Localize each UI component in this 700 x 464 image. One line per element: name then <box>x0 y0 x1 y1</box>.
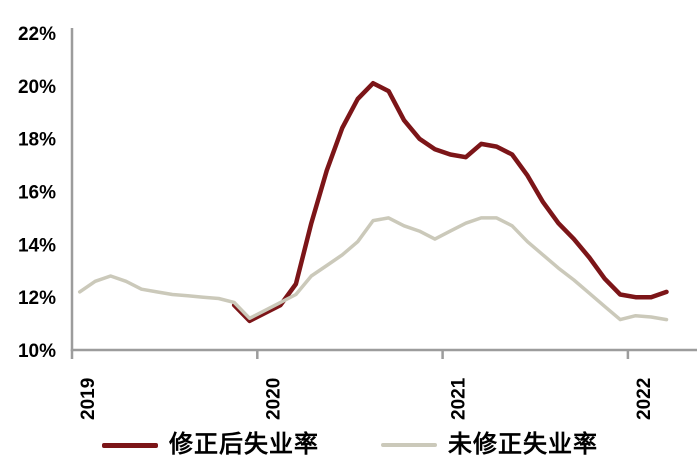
revised-series-label: 修正后失业率 <box>169 431 319 458</box>
chart-canvas: 10% 12% 14% 16% 18% 20% 22% 2019 2020 2021 2022 <box>18 24 697 420</box>
series-line-revised <box>231 80 669 324</box>
series-line-unrevised <box>77 216 669 322</box>
x-tick-label: 2021 <box>449 377 470 420</box>
x-tick-label: 2022 <box>634 378 655 420</box>
legend-item-unrevised: 未修正失业率 <box>381 433 598 457</box>
unrevised-line-swatch <box>381 443 437 447</box>
legend-item-revised: 修正后失业率 <box>102 433 319 457</box>
y-tick-label: 22% <box>18 24 56 45</box>
y-tick-label: 20% <box>18 77 56 98</box>
y-tick-label: 14% <box>18 235 56 256</box>
axes <box>70 28 697 359</box>
x-axis-labels: 2019 2020 2021 2022 <box>78 377 655 420</box>
y-axis-labels: 10% 12% 14% 16% 18% 20% 22% <box>18 24 56 362</box>
x-tick-label: 2020 <box>263 378 284 420</box>
x-tick-label: 2019 <box>78 378 99 420</box>
y-tick-label: 10% <box>18 341 56 362</box>
legend: 修正后失业率 未修正失业率 <box>0 429 700 461</box>
series-lines <box>77 80 669 324</box>
y-tick-label: 18% <box>18 130 56 151</box>
revised-line-swatch <box>102 442 158 448</box>
y-tick-label: 12% <box>18 288 56 309</box>
unrevised-series-label: 未修正失业率 <box>448 431 598 458</box>
y-tick-label: 16% <box>18 183 56 204</box>
